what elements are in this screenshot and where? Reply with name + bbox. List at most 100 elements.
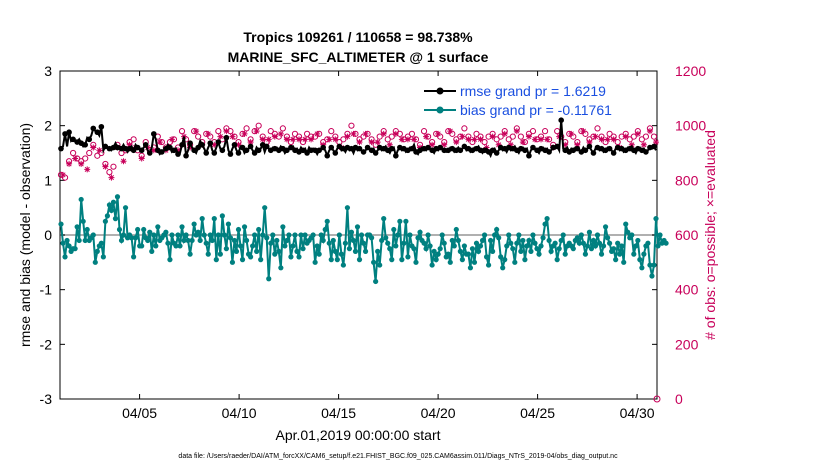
obs-evaluated-point xyxy=(374,139,381,146)
bias-point xyxy=(528,248,534,254)
bias-point xyxy=(320,237,326,244)
obs-possible-point xyxy=(243,125,250,132)
bias-point xyxy=(548,248,554,254)
bias-point xyxy=(139,243,145,249)
bias-point xyxy=(231,237,238,244)
rmse-point xyxy=(457,147,464,154)
obs-evaluated-point xyxy=(277,130,284,137)
obs-evaluated-point xyxy=(229,133,236,140)
rmse-point xyxy=(187,140,193,146)
obs-evaluated-point xyxy=(217,133,224,140)
bias-point xyxy=(179,224,185,230)
x-axis-ticks: 04/05 04/10 04/15 04/20 04/25 04/30 xyxy=(122,71,655,421)
obs-possible-point xyxy=(82,155,89,162)
bias-point xyxy=(433,257,439,263)
rmse-point xyxy=(651,143,657,150)
obs-evaluated-point xyxy=(314,130,321,137)
bias-point xyxy=(540,235,546,241)
bias-point xyxy=(514,240,520,246)
obs-possible-point xyxy=(650,133,658,140)
bias-point xyxy=(80,218,86,224)
rmse-point xyxy=(526,152,532,159)
bias-point xyxy=(223,246,229,252)
rmse-point xyxy=(606,145,613,152)
rmse-point xyxy=(546,149,552,155)
chart-title-line2: MARINE_SFC_ALTIMETER @ 1 surface xyxy=(228,49,489,65)
obs-evaluated-point xyxy=(174,147,181,154)
rmse-point xyxy=(142,142,149,148)
obs-evaluated-point xyxy=(628,141,635,148)
bias-point xyxy=(153,243,159,249)
bias-point xyxy=(274,237,280,244)
bias-point xyxy=(506,232,512,238)
bias-point xyxy=(155,224,161,230)
bias-point xyxy=(494,226,500,233)
bias-point xyxy=(183,232,189,238)
bias-point xyxy=(276,248,282,254)
obs-possible-point xyxy=(348,122,355,129)
rmse-point xyxy=(284,147,290,154)
obs-possible-point xyxy=(509,133,516,140)
bias-point xyxy=(258,257,264,263)
bias-point xyxy=(479,237,486,244)
bias-point xyxy=(298,232,304,238)
obs-possible-point xyxy=(614,138,621,146)
obs-evaluated-point xyxy=(120,158,127,165)
obs-evaluated-point xyxy=(296,136,303,143)
bias-point xyxy=(205,251,211,257)
obs-evaluated-point xyxy=(423,133,430,140)
bias-point xyxy=(530,232,536,238)
bias-point xyxy=(481,232,488,238)
obs-possible-point-zero xyxy=(653,395,661,403)
right-axis-ticks: 1200 1000 800 600 400 200 0 xyxy=(652,63,706,407)
bias-point xyxy=(120,232,127,238)
bias-point xyxy=(262,205,268,211)
bias-point xyxy=(300,246,306,252)
rmse-point xyxy=(263,143,270,150)
bias-point xyxy=(92,259,98,265)
bias-point xyxy=(607,240,613,246)
bias-point xyxy=(340,262,346,268)
left-tick-label: -1 xyxy=(40,282,53,298)
obs-evaluated-point xyxy=(634,130,641,137)
rmse-point xyxy=(425,144,431,151)
bias-point xyxy=(647,262,653,268)
obs-evaluated-point xyxy=(60,171,67,178)
rmse-point xyxy=(251,150,258,156)
obs-evaluated-point xyxy=(326,136,333,143)
bias-point xyxy=(377,262,383,268)
bias-point xyxy=(562,251,568,257)
rmse-point xyxy=(199,142,205,148)
obs-possible-point xyxy=(594,125,601,132)
rmse-point xyxy=(489,147,496,154)
rmse-point xyxy=(368,147,375,154)
bias-point xyxy=(100,254,106,260)
obs-evaluated-point xyxy=(568,130,575,137)
obs-possible-point xyxy=(517,133,524,140)
bias-point xyxy=(657,232,663,238)
bias-point xyxy=(270,232,276,238)
bias-point xyxy=(254,248,260,254)
rmse-point xyxy=(90,125,97,132)
rmse-point xyxy=(239,144,246,151)
bias-point xyxy=(233,248,240,254)
rmse-point xyxy=(134,144,141,151)
chart-title-line1: Tropics 109261 / 110658 = 98.738% xyxy=(243,29,473,45)
bias-point xyxy=(209,237,215,244)
bias-point xyxy=(165,240,171,246)
bias-point xyxy=(637,257,643,263)
bias-point xyxy=(461,243,467,249)
bias-point xyxy=(151,232,157,238)
bias-point xyxy=(415,235,421,241)
bias-point xyxy=(131,254,137,260)
obs-evaluated-point xyxy=(652,139,659,146)
bias-point xyxy=(318,232,324,238)
bias-point xyxy=(504,243,510,249)
obs-evaluated-point xyxy=(289,136,296,143)
bias-point xyxy=(520,237,526,244)
bias-point xyxy=(199,216,205,222)
bias-point xyxy=(362,248,369,254)
bias-point xyxy=(625,229,631,235)
rmse-point xyxy=(122,145,129,152)
